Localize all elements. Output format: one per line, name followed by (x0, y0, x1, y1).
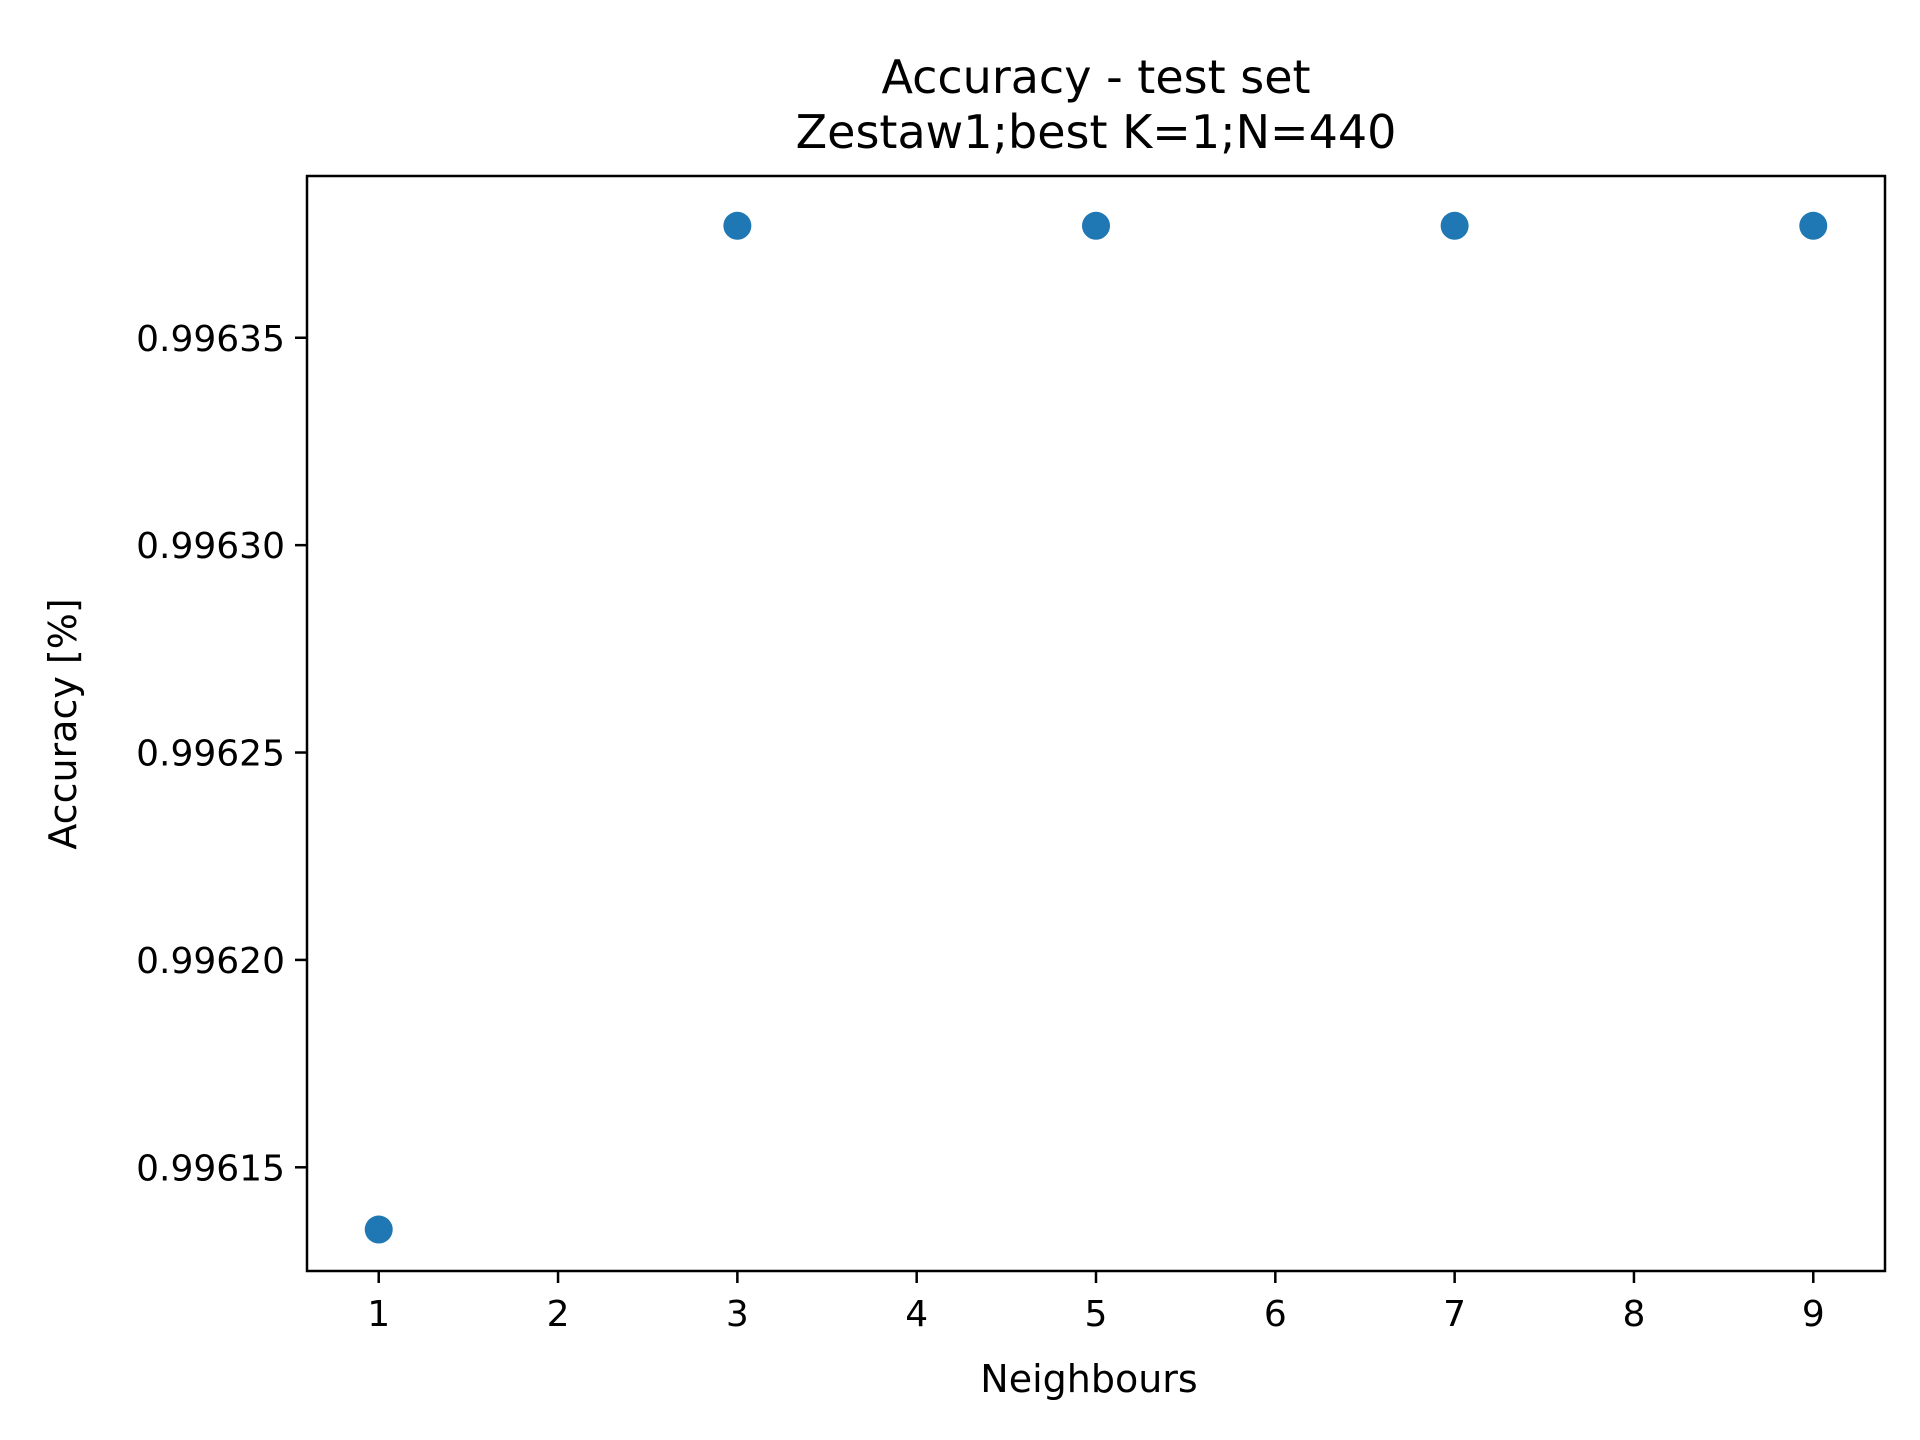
x-tick-label: 7 (1443, 1294, 1466, 1335)
y-tick-label: 0.99635 (136, 319, 285, 360)
y-tick-label: 0.99620 (136, 941, 285, 982)
y-tick-label: 0.99615 (136, 1148, 285, 1189)
x-tick-label: 1 (367, 1294, 390, 1335)
data-point (1082, 211, 1110, 240)
x-tick-label: 2 (547, 1294, 570, 1335)
chart-subtitle: Zestaw1;best K=1;N=440 (796, 105, 1397, 159)
x-tick-label: 3 (726, 1294, 749, 1335)
x-tick-label: 9 (1802, 1294, 1825, 1335)
y-tick-label: 0.99630 (136, 526, 285, 567)
y-axis-label: Accuracy [%] (41, 598, 85, 849)
chart-title: Accuracy - test set (881, 50, 1310, 104)
data-point (1799, 211, 1828, 240)
y-tick-label: 0.99625 (136, 734, 285, 775)
y-axis: 0.99615 0.99620 0.99625 0.99630 0.99635 (136, 319, 307, 1189)
x-tick-label: 4 (905, 1294, 928, 1335)
data-point (723, 211, 752, 240)
data-point (364, 1215, 393, 1244)
x-tick-label: 8 (1623, 1294, 1646, 1335)
data-point (1440, 211, 1469, 240)
x-tick-label: 5 (1085, 1294, 1108, 1335)
x-axis: 1 2 3 4 5 6 7 8 9 (367, 1271, 1825, 1335)
data-points (364, 211, 1828, 1244)
x-axis-label: Neighbours (980, 1357, 1197, 1401)
x-tick-label: 6 (1264, 1294, 1287, 1335)
